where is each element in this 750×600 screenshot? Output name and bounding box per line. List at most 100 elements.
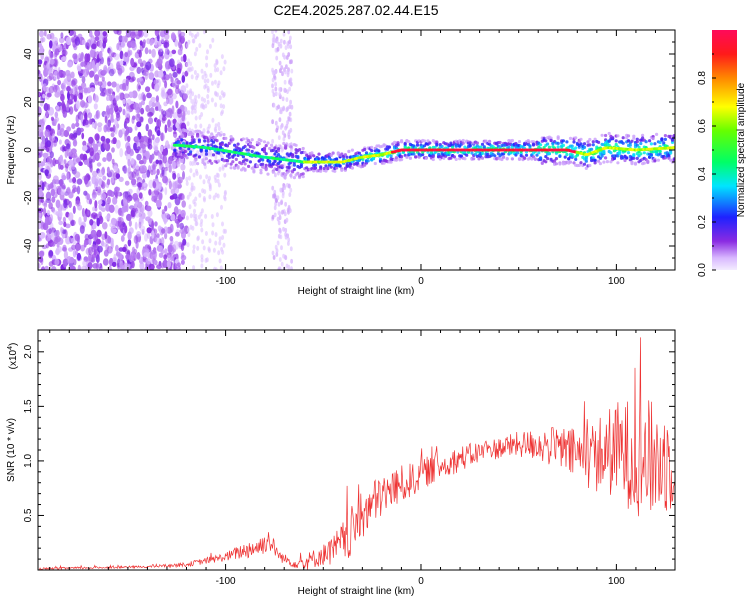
spectrogram-cell bbox=[593, 137, 597, 141]
spectrogram-cell bbox=[169, 155, 173, 162]
spectrogram-cell bbox=[129, 255, 134, 263]
spectrogram-cell bbox=[461, 141, 465, 145]
spectrogram-cell bbox=[313, 163, 318, 167]
spectrogram-cell bbox=[282, 253, 285, 259]
spectrogram-cell bbox=[127, 166, 131, 175]
spectrogram-cell bbox=[201, 239, 205, 245]
spectrogram-cell bbox=[147, 129, 153, 138]
spectrogram-cell bbox=[66, 79, 72, 87]
spectrogram-cell bbox=[274, 30, 278, 33]
snr-y-axis-label: SNR (10 * v/v) bbox=[6, 418, 17, 482]
spectrogram-cell bbox=[125, 254, 131, 260]
spectrogram-cell bbox=[366, 159, 370, 163]
spectrogram-cell bbox=[89, 49, 95, 58]
spectrogram-cell bbox=[48, 261, 54, 267]
spectrogram-cell bbox=[50, 188, 56, 197]
spectrogram-cell bbox=[148, 100, 153, 108]
spectrogram-cell bbox=[609, 151, 613, 155]
spectrogram-cell bbox=[155, 236, 161, 245]
spectrogram-cell bbox=[480, 142, 485, 146]
spectrogram-cell bbox=[156, 119, 162, 129]
spectrogram-cell bbox=[152, 164, 156, 171]
spectrogram-cell bbox=[584, 166, 588, 170]
spectrogram-cell bbox=[98, 178, 103, 186]
spectrogram-cell bbox=[449, 141, 453, 145]
spectrogram-cell bbox=[516, 151, 520, 155]
spectrogram-x-axis-label: Height of straight line (km) bbox=[298, 286, 415, 297]
spectrogram-cell bbox=[156, 168, 160, 176]
spectrogram-cell bbox=[197, 138, 201, 142]
spectrogram-cell bbox=[199, 131, 203, 135]
spectrogram-cell bbox=[97, 186, 102, 194]
spectrogram-cell bbox=[81, 76, 86, 84]
spectrogram-cell bbox=[236, 166, 240, 170]
spectrogram-cell bbox=[41, 266, 45, 270]
spectrogram-cell bbox=[217, 126, 221, 131]
spectrogram-cell bbox=[107, 189, 113, 197]
spectrogram-cell bbox=[289, 145, 293, 149]
spectrogram-cell bbox=[561, 139, 566, 143]
spectrogram-cell bbox=[203, 139, 207, 143]
spectrogram-cell bbox=[42, 152, 49, 158]
spectrogram-cell bbox=[274, 91, 278, 97]
spectrogram-cell bbox=[124, 180, 130, 186]
spectrogram-cell bbox=[45, 147, 50, 152]
spectrogram-cell bbox=[329, 153, 333, 157]
spectrogram-cell bbox=[190, 135, 194, 139]
spectrogram-cell bbox=[231, 138, 235, 142]
spectrogram-cell bbox=[116, 43, 120, 51]
spectrogram-cell bbox=[191, 38, 195, 44]
spectrogram-cell bbox=[190, 32, 194, 38]
spectrogram-cell bbox=[428, 141, 432, 145]
spectrogram-cell bbox=[53, 175, 59, 182]
spectrogram-cell bbox=[155, 159, 160, 165]
spectrogram-cell bbox=[66, 85, 71, 92]
spectrogram-cell bbox=[176, 80, 181, 85]
spectrogram-cell bbox=[278, 211, 282, 217]
spectrogram-cell bbox=[205, 174, 209, 180]
spectrogram-cell bbox=[38, 129, 44, 138]
spectrogram-cell bbox=[112, 97, 117, 106]
spectrogram-cell bbox=[54, 111, 59, 119]
spectrogram-cell bbox=[173, 131, 177, 135]
spectrogram-cell bbox=[198, 192, 202, 198]
spectrogram-cell bbox=[544, 160, 548, 164]
spectrogram-cell bbox=[220, 204, 223, 210]
spectrogram-cell bbox=[172, 112, 179, 119]
spectrogram-cell bbox=[42, 83, 47, 92]
spectrogram-cell bbox=[134, 136, 140, 142]
spectrogram-cell bbox=[539, 156, 543, 160]
spectrogram-cell bbox=[123, 93, 130, 99]
spectrogram-cell bbox=[102, 222, 108, 230]
spectrogram-cell bbox=[288, 104, 292, 110]
spectrogram-cell bbox=[187, 110, 191, 116]
spectrogram-cell bbox=[180, 56, 184, 62]
spectrogram-cell bbox=[357, 151, 361, 155]
spectrogram-cell bbox=[289, 81, 293, 87]
spectrogram-cell bbox=[106, 196, 111, 205]
spectrogram-cell bbox=[546, 157, 550, 161]
spectrogram-cell bbox=[214, 128, 218, 134]
spectrogram-cell bbox=[54, 48, 60, 56]
spectrogram-cell bbox=[236, 142, 240, 146]
spectrogram-cell bbox=[526, 140, 530, 144]
spectrogram-cell bbox=[92, 206, 96, 212]
spectrogram-cell bbox=[461, 138, 465, 143]
spectrogram-cell bbox=[113, 165, 119, 172]
spectrogram-cell bbox=[277, 168, 281, 174]
spectrogram-cell bbox=[282, 105, 286, 111]
spectrogram-cell bbox=[194, 123, 198, 129]
spectrogram-cell bbox=[178, 128, 182, 132]
spectrogram-cell bbox=[122, 82, 127, 92]
spectrogram-cell bbox=[176, 67, 182, 74]
spectrogram-cell bbox=[72, 205, 76, 214]
spectrogram-cell bbox=[143, 70, 149, 77]
spectrogram-cell bbox=[273, 146, 277, 150]
spectrogram-cell bbox=[287, 30, 291, 35]
spectrogram-cell bbox=[222, 133, 226, 137]
spectrogram-cell bbox=[582, 142, 587, 146]
spectrogram-cell bbox=[66, 172, 70, 181]
spectrogram-cell bbox=[289, 148, 293, 153]
spectrogram-cell bbox=[261, 162, 265, 166]
spectrogram-cell bbox=[187, 232, 191, 238]
